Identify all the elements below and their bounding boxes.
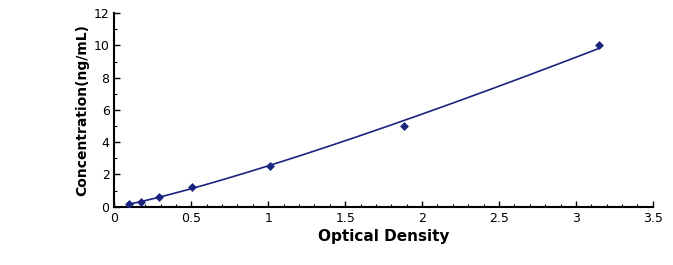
Point	[594, 43, 604, 48]
Point	[187, 184, 198, 189]
Point	[398, 124, 409, 128]
Point	[124, 202, 135, 206]
Point	[264, 164, 275, 169]
Point	[154, 195, 165, 199]
Y-axis label: Concentration(ng/mL): Concentration(ng/mL)	[75, 24, 90, 196]
X-axis label: Optical Density: Optical Density	[318, 229, 450, 244]
Point	[136, 200, 147, 204]
